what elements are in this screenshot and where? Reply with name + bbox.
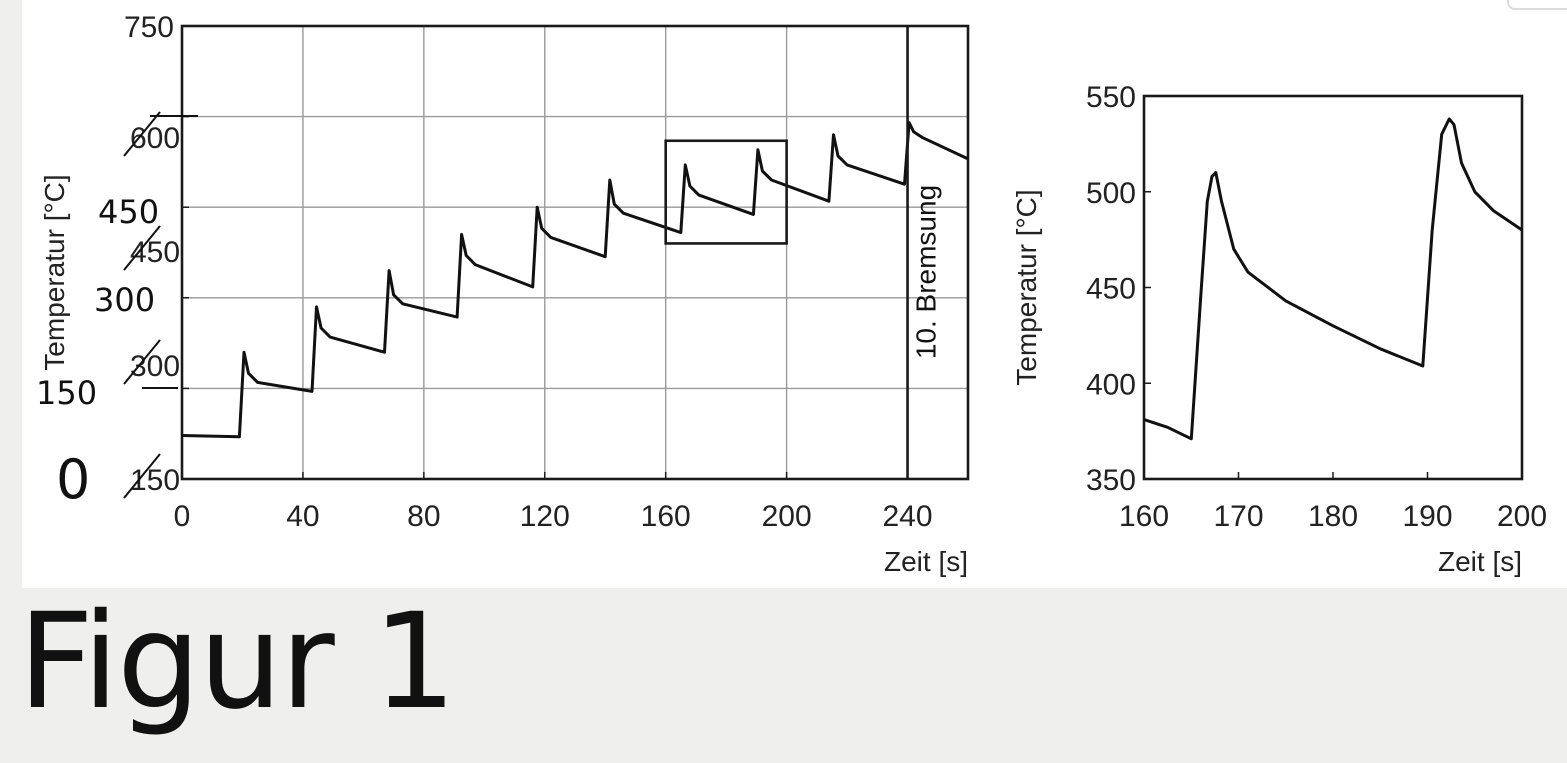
chart2-x-axis-label: Zeit [s] [1438,546,1522,577]
chart1-zoom-box [664,139,788,245]
chart1-y-axis-label: Temperatur [°C] [39,174,70,370]
chart2-y-tick-label: 350 [1086,464,1136,497]
chart1-marker-label: 10. Bremsung [911,185,942,359]
chart1-y-tick-label: 750 [124,11,174,44]
chart1-x-tick-label: 40 [286,500,319,533]
chart2-series-line [1143,117,1523,441]
chart1-x-tick-label: 120 [520,500,570,533]
chart2-y-tick-label: 500 [1086,177,1136,210]
chart1-x-tick-label: 80 [407,500,440,533]
chart2-y-tick-label: 400 [1086,368,1136,401]
corrected-tick-label: 300 [94,281,155,319]
strike-mark [123,453,161,499]
strike-mark [123,339,161,385]
chart1-x-axis-label: Zeit [s] [884,546,968,577]
chart1-plot-frame [180,24,970,481]
chart1-series-line [181,121,969,439]
chart2-x-tick-label: 190 [1402,500,1452,533]
chart-svg: 0 40 80 120 160 200 240 750 Zeit [s] Temperatur [… [36,11,1547,577]
corrected-tick-label: 150 [36,374,97,412]
chart-panel: 0 40 80 120 160 200 240 750 Zeit [s] Temperatur [… [22,0,1567,588]
corner-mark [1507,0,1567,10]
chart1-x-tick-label: 240 [883,500,933,533]
corrected-tick-label: 450 [98,193,159,231]
strike-mark [123,111,161,157]
chart1-x-tick-label: 160 [641,500,691,533]
figure-caption: Figur 1 [18,585,457,739]
strike-mark [123,225,161,271]
chart2-x-tick-label: 180 [1308,500,1358,533]
corrected-tick-label: 0 [56,448,90,511]
chart1-x-tick-label: 0 [174,500,191,533]
chart2-y-tick-label: 550 [1086,81,1136,114]
chart2-y-tick-label: 450 [1086,273,1136,306]
chart2-x-tick-label: 170 [1213,500,1263,533]
chart2-x-tick-label: 160 [1119,500,1169,533]
chart2-x-tick-label: 200 [1497,500,1547,533]
chart1-x-tick-label: 200 [762,500,812,533]
chart2-y-axis-label: Temperatur [°C] [1011,189,1042,385]
